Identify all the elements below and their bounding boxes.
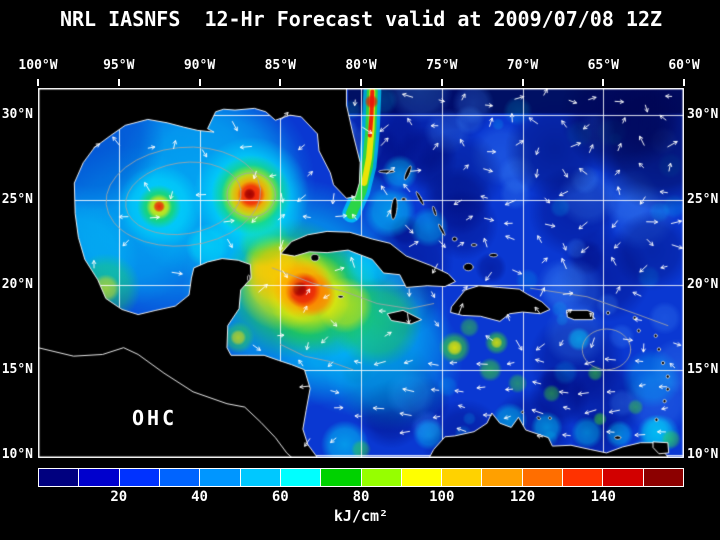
- colorbar-tick-label: 140: [590, 489, 616, 505]
- ohc-map-canvas: [38, 88, 684, 458]
- colorbar-segment: [563, 469, 604, 486]
- lat-tick-label-left: 10°N: [1, 447, 33, 462]
- lon-tick-label: 100°W: [18, 58, 58, 73]
- lon-tick-label: 85°W: [264, 58, 296, 73]
- lon-tick-mark: [117, 79, 120, 86]
- lat-tick-label-left: 30°N: [1, 107, 33, 122]
- colorbar-segment: [522, 469, 564, 486]
- colorbar: [38, 468, 684, 487]
- lat-tick-label-right: 20°N: [687, 277, 719, 292]
- lon-tick-mark: [521, 79, 524, 86]
- colorbar-segment: [442, 469, 483, 486]
- lat-tick-label-right: 15°N: [687, 362, 719, 377]
- colorbar-tick-label: 40: [191, 489, 208, 505]
- colorbar-segment: [280, 469, 322, 486]
- lat-tick-label-left: 25°N: [1, 192, 33, 207]
- colorbar-tick-label: 60: [271, 489, 289, 505]
- lon-tick-label: 70°W: [506, 58, 539, 73]
- colorbar-tick-label: 20: [110, 489, 128, 505]
- colorbar-segment: [159, 469, 201, 486]
- colorbar-segment: [401, 469, 443, 486]
- colorbar-unit-label: kJ/cm²: [333, 507, 389, 525]
- colorbar-segment: [79, 469, 120, 486]
- colorbar-segment: [119, 469, 160, 486]
- colorbar-segment: [482, 469, 523, 486]
- lon-tick-label: 75°W: [426, 58, 458, 73]
- lon-tick-label: 60°W: [668, 58, 700, 73]
- colorbar-segment: [603, 469, 644, 486]
- page-title: NRL IASNFS 12-Hr Forecast valid at 2009/…: [59, 7, 663, 31]
- lon-tick-label: 90°W: [183, 58, 216, 73]
- lat-tick-label-right: 25°N: [687, 192, 719, 207]
- colorbar-tick-label: 80: [352, 489, 370, 505]
- field-label: OHC: [132, 406, 178, 430]
- lat-tick-label-right: 10°N: [687, 447, 719, 462]
- lat-tick-label-right: 30°N: [687, 107, 719, 122]
- lon-tick-label: 65°W: [587, 58, 619, 73]
- lon-tick-mark: [37, 79, 39, 86]
- colorbar-segment: [321, 469, 362, 486]
- colorbar-segment: [240, 469, 281, 486]
- lon-tick-label: 95°W: [103, 58, 135, 73]
- colorbar-segment: [643, 469, 683, 486]
- lon-tick-label: 80°W: [345, 58, 377, 73]
- lon-tick-mark: [279, 79, 282, 86]
- lon-tick-mark: [360, 79, 362, 86]
- colorbar-segment: [39, 469, 80, 486]
- colorbar-segment: [200, 469, 241, 486]
- colorbar-tick-label: 120: [509, 489, 536, 505]
- colorbar-segment: [361, 469, 402, 486]
- lon-tick-mark: [602, 79, 605, 86]
- lon-tick-mark: [683, 79, 685, 86]
- lat-tick-label-left: 15°N: [1, 362, 33, 377]
- lon-tick-mark: [198, 79, 201, 86]
- colorbar-tick-label: 100: [429, 489, 455, 505]
- lat-tick-label-left: 20°N: [1, 277, 33, 292]
- lon-tick-mark: [440, 79, 443, 86]
